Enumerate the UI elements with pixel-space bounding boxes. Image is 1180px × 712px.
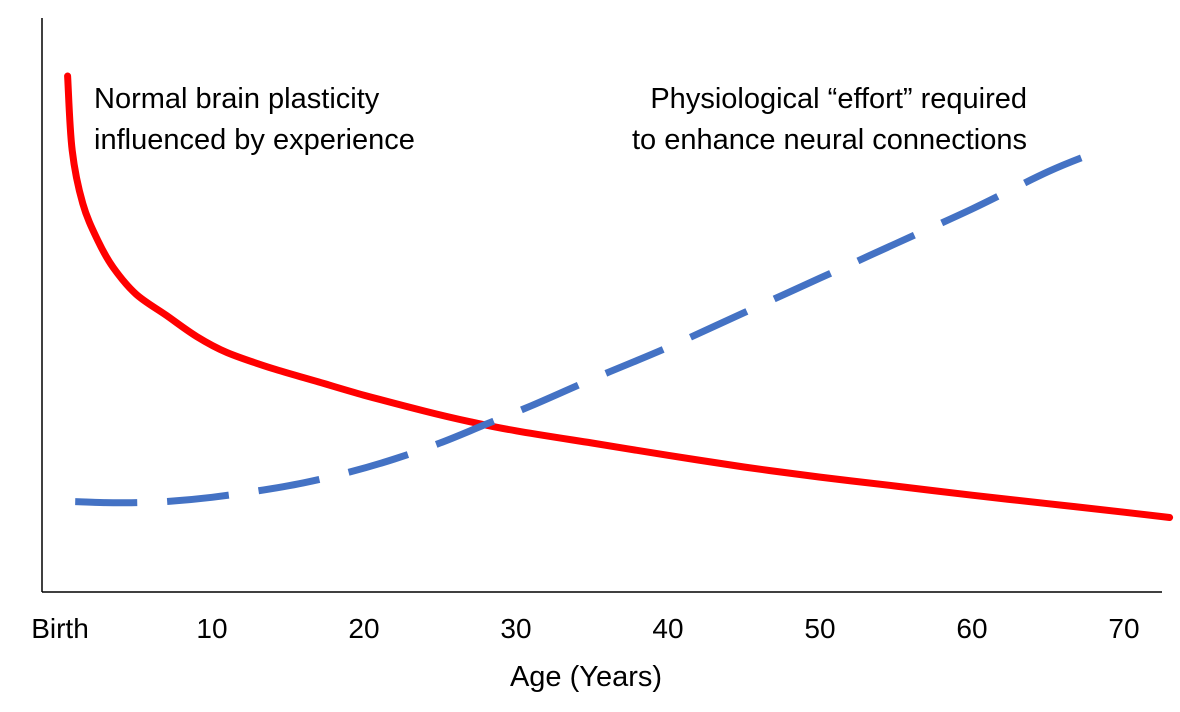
annotation-plasticity-line-1: Normal brain plasticity xyxy=(94,83,380,115)
annotation-effort-line-1: Physiological “effort” required xyxy=(650,83,1027,115)
x-tick-label: 30 xyxy=(500,613,531,644)
annotation-plasticity-line-2: influenced by experience xyxy=(94,124,415,156)
x-tick-label: 60 xyxy=(956,613,987,644)
x-axis-label: Age (Years) xyxy=(510,661,662,693)
annotation-effort: Physiological “effort” required to enhan… xyxy=(632,83,1027,156)
x-tick-label: 20 xyxy=(348,613,379,644)
x-tick-label: Birth xyxy=(31,613,89,644)
x-tick-label: 40 xyxy=(652,613,683,644)
x-tick-label: 10 xyxy=(196,613,227,644)
series-line-plasticity xyxy=(64,72,1174,521)
x-tick-label: 50 xyxy=(804,613,835,644)
annotation-effort-line-2: to enhance neural connections xyxy=(632,124,1027,156)
series-line-effort xyxy=(75,149,1095,507)
series-layer xyxy=(64,72,1174,521)
x-tick-label: 70 xyxy=(1108,613,1139,644)
annotation-plasticity: Normal brain plasticity influenced by ex… xyxy=(94,83,415,156)
x-tick-labels: Birth 10 20 30 40 50 60 70 xyxy=(31,613,1139,644)
